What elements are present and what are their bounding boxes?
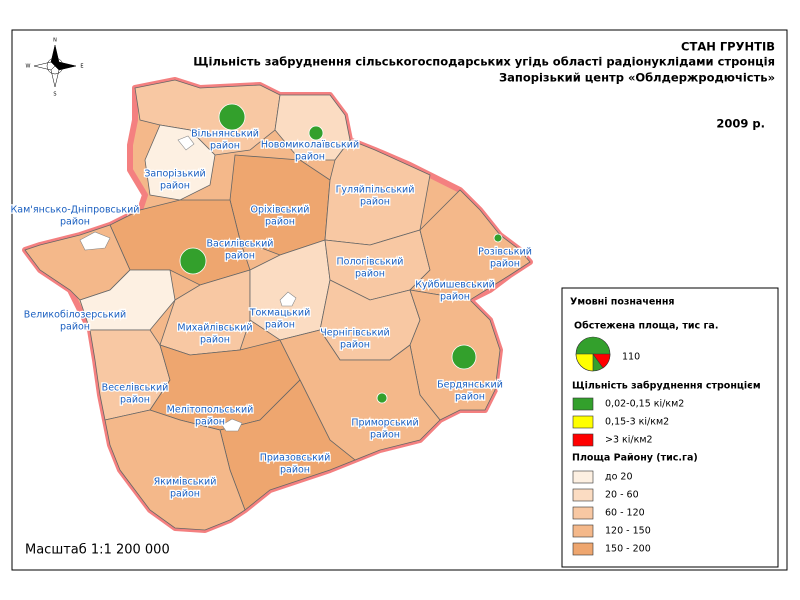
district-suffix: район — [295, 152, 325, 163]
district-suffix: район — [370, 430, 400, 441]
district-name: Веселівський — [102, 383, 169, 394]
legend: Умовні позначення Обстежена площа, тис г… — [561, 287, 779, 568]
oblast-map — [22, 77, 533, 533]
district-suffix: район — [200, 335, 230, 346]
area-swatch — [572, 542, 594, 556]
district-name: Василівський — [207, 239, 274, 250]
compass-w: W — [26, 64, 31, 70]
density-label: 0,02-0,15 кі/км2 — [605, 399, 684, 410]
year: 2009 р. — [716, 117, 765, 131]
district-suffix: район — [210, 141, 240, 152]
density-label: >3 кі/км2 — [605, 435, 653, 446]
area-label: 20 - 60 — [605, 490, 639, 501]
district-suffix: район — [490, 259, 520, 270]
density-swatch — [572, 397, 594, 411]
density-label: 0,15-3 кі/км2 — [605, 417, 669, 428]
center-name: Запорізький центр «Облдержродючість» — [499, 71, 775, 85]
district-name: Куйбишевський — [415, 280, 495, 291]
district-suffix: район — [360, 197, 390, 208]
density-title: Щільність забруднення стронцієм — [572, 381, 761, 392]
district-suffix: район — [440, 292, 470, 303]
compass-e: E — [80, 64, 83, 70]
district-name: Великобілозерський — [24, 310, 126, 321]
area-label: 150 - 200 — [605, 544, 651, 555]
district-name: Мелітопольський — [167, 405, 254, 416]
district-name: Токмацький — [249, 308, 311, 319]
district-name: Вільнянський — [191, 129, 259, 140]
density-swatch — [572, 433, 594, 447]
district-suffix: район — [120, 395, 150, 406]
district-name: Бердянський — [437, 380, 503, 391]
area-label: 60 - 120 — [605, 508, 645, 519]
district-name: Приазовський — [260, 453, 331, 464]
district-name: Приморський — [351, 418, 418, 429]
district-name: Новомиколаївський — [261, 140, 359, 151]
compass-n: N — [53, 38, 57, 44]
district-name: Оріхівський — [251, 205, 310, 216]
district-name: Чернігівський — [320, 328, 389, 339]
district-suffix: район — [265, 217, 295, 228]
district-suffix: район — [195, 417, 225, 428]
area-label: до 20 — [605, 472, 633, 483]
district-suffix: район — [160, 181, 190, 192]
district-suffix: район — [355, 269, 385, 280]
legend-title: Умовні позначення — [570, 297, 675, 308]
district-name: Кам'янсько-Дніпровський — [11, 205, 140, 216]
compass: N S E W — [26, 38, 84, 98]
district-suffix: район — [170, 489, 200, 500]
density-swatch — [572, 415, 594, 429]
map-title: Щільність забруднення сільськогосподарсь… — [193, 55, 775, 69]
district-name: Михайлівський — [177, 323, 252, 334]
district-suffix: район — [265, 320, 295, 331]
area-swatch — [572, 506, 594, 520]
district-suffix: район — [340, 340, 370, 351]
district-name: Розівський — [478, 247, 532, 258]
area-title: Площа Району (тис.га) — [572, 453, 698, 464]
area-swatch — [572, 470, 594, 484]
area-swatch — [572, 524, 594, 538]
compass-s: S — [53, 92, 56, 98]
area-label: 120 - 150 — [605, 526, 651, 537]
survey-value: 110 — [622, 352, 640, 363]
district-suffix: район — [60, 322, 90, 333]
district-name: Гуляйпільський — [336, 185, 415, 196]
district-suffix: район — [60, 217, 90, 228]
district-suffix: район — [455, 392, 485, 403]
district-name: Пологівський — [337, 257, 404, 268]
legend-pie — [575, 336, 611, 372]
district-name: Якимівський — [154, 477, 217, 488]
survey-title: Обстежена площа, тис га. — [574, 321, 718, 332]
district-name: Запорізький — [144, 169, 205, 180]
area-swatch — [572, 488, 594, 502]
district-suffix: район — [280, 465, 310, 476]
scale: Масштаб 1:1 200 000 — [25, 543, 170, 558]
district-suffix: район — [225, 251, 255, 262]
org-title: СТАН ГРУНТІВ — [681, 40, 775, 54]
